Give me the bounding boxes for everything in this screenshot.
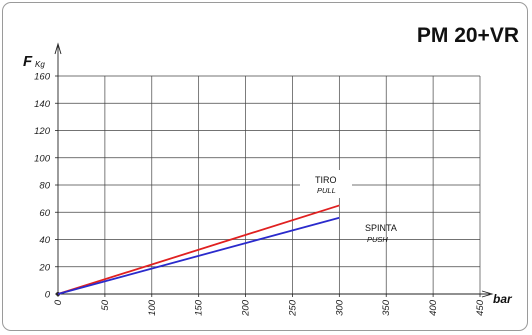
series-line-tiro [57,204,340,295]
series-label-spinta: SPINTA [365,223,397,233]
x-tick-label: 200 [241,299,252,317]
y-tick-label: 20 [38,262,50,273]
y-tick-label: 100 [34,153,51,164]
series-label-tiro: TIRO [315,175,337,185]
series-sublabel-push: PUSH [367,235,388,244]
x-tick-label: 0 [53,299,64,305]
series-line-spinta [57,216,340,295]
y-tick-label: 80 [39,181,50,192]
x-tick-label: 100 [147,299,158,316]
grid [58,75,481,294]
y-tick-label: 0 [45,290,51,301]
y-axis-label: F [23,53,33,70]
chart-frame [2,2,528,331]
y-tick-label: 140 [34,99,51,110]
series-sublabel-pull: PULL [317,186,336,195]
chart-title: PM 20+VR [417,24,519,47]
y-tick-label: 120 [34,126,51,137]
y-tick-label: 60 [39,208,50,219]
x-tick-label: 300 [334,299,345,316]
x-tick-label: 400 [428,299,439,316]
label-bg-tiro [300,170,352,198]
x-tick-label: 450 [475,299,486,316]
x-axis-label: bar [493,292,513,306]
x-tick-label: 150 [194,299,205,316]
y-tick-label: 40 [39,235,50,246]
axes [54,42,494,298]
y-axis-arrow [54,42,62,55]
series-labels: TIRO PULL SPINTA PUSH [300,170,397,244]
x-tick-label: 350 [381,299,392,316]
x-axis-arrow [481,290,494,298]
series-lines [57,204,340,295]
x-tick-label: 50 [100,299,111,310]
tick-labels: 0 20 40 60 80 100 120 140 160 0 50 100 150 200 250 300 3… [34,72,486,317]
y-axis-unit: Kg [35,60,45,69]
y-tick-label: 160 [34,72,51,83]
x-tick-label: 250 [287,299,298,317]
